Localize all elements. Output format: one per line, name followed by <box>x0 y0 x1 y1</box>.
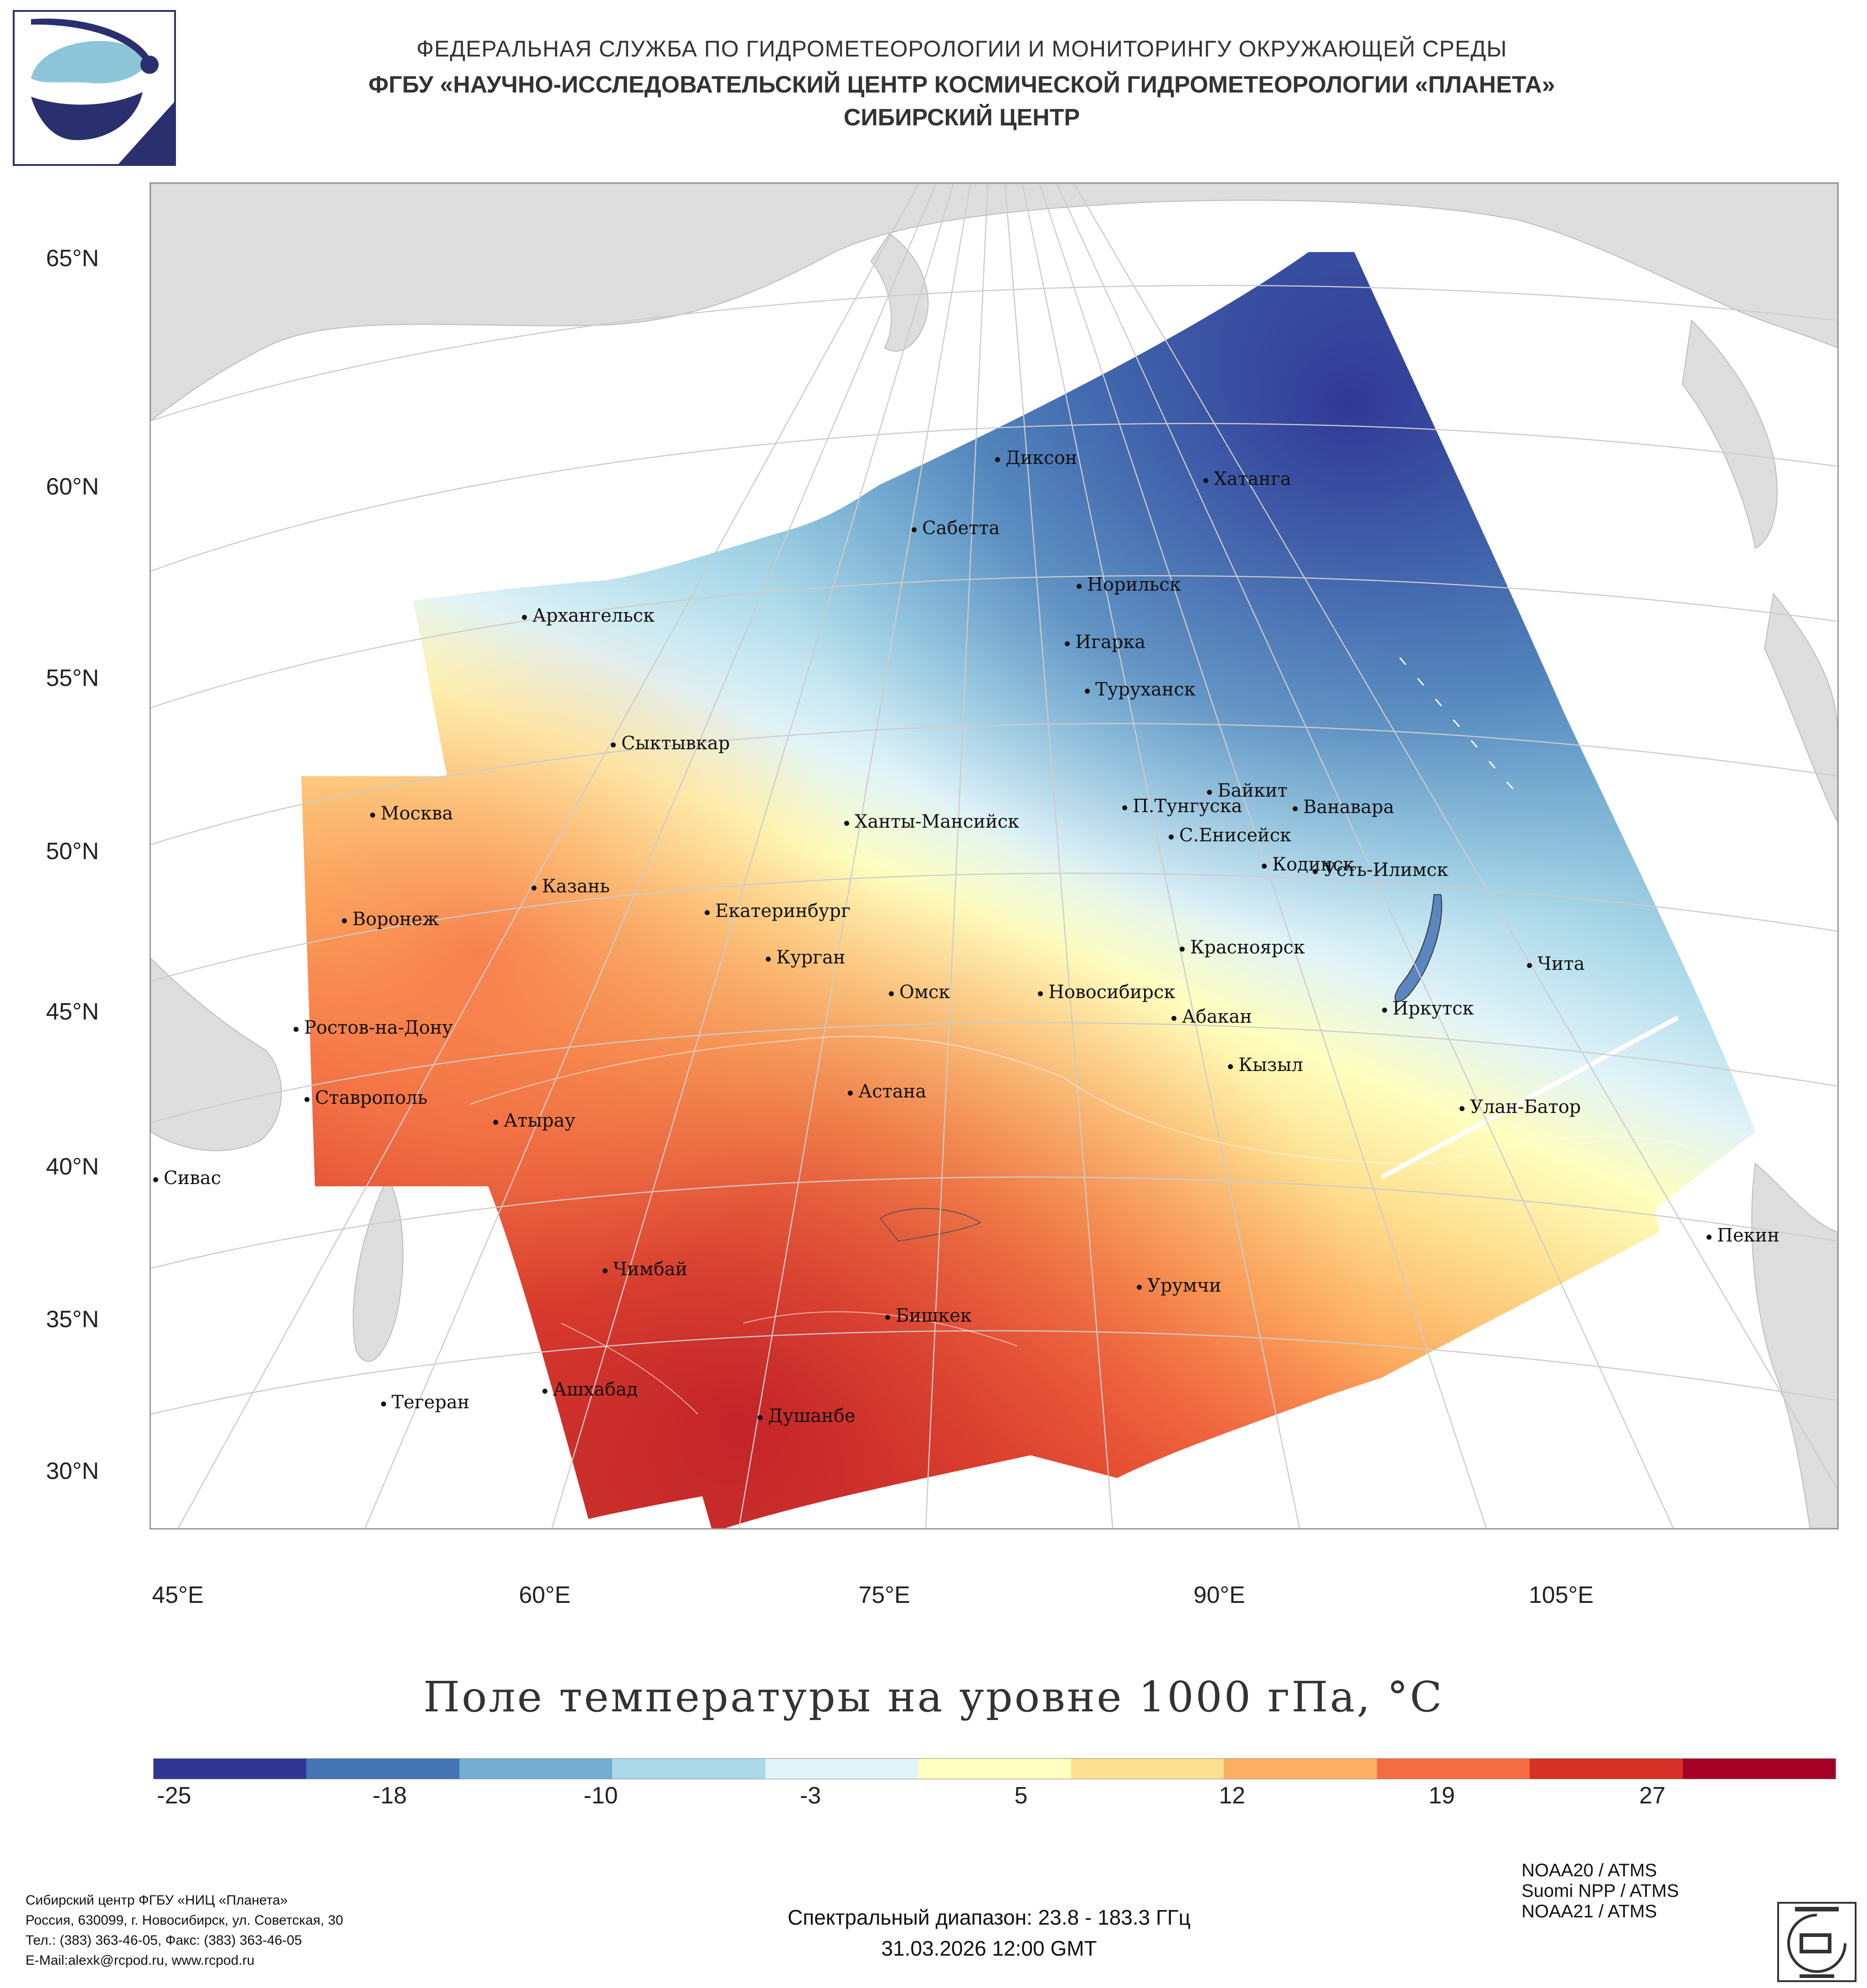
colorbar-segment <box>1224 1759 1377 1779</box>
colorbar-segment <box>612 1759 765 1779</box>
colorbar-tick: 5 <box>1014 1782 1028 1809</box>
city-abakan: Абакан <box>1171 1006 1252 1027</box>
city-ulan-bator: Улан-Батор <box>1460 1097 1581 1118</box>
city-ust-ilimsk: Усть-Илимск <box>1313 860 1448 881</box>
contact-email[interactable]: E-Mail:alexk@rcpod.ru, www.rcpod.ru <box>26 1953 255 1968</box>
colorbar-segment <box>459 1759 613 1779</box>
city-stavropol: Ставрополь <box>304 1087 428 1108</box>
contact-info: Сибирский центр ФГБУ «НИЦ «Планета» Росс… <box>26 1890 343 1971</box>
colorbar-segment <box>765 1759 918 1779</box>
header-agency: ФЕДЕРАЛЬНАЯ СЛУЖБА ПО ГИДРОМЕТЕОРОЛОГИИ … <box>416 36 1507 62</box>
city-igarka: Игарка <box>1065 632 1145 653</box>
city-bishkek: Бишкек <box>885 1305 972 1326</box>
city-yekaterinburg: Екатеринбург <box>705 901 851 922</box>
city-kyzyl: Кызыл <box>1228 1055 1303 1076</box>
city-sabetta: Сабетта <box>912 518 1000 539</box>
lat-label-40: 40°N <box>46 1154 99 1180</box>
lon-label-60: 60°E <box>519 1582 571 1608</box>
city-kurgan: Курган <box>766 947 846 968</box>
city-kazan: Казань <box>531 876 610 897</box>
city-sivas: Сивас <box>153 1168 221 1189</box>
colorbar-tick: 27 <box>1639 1782 1666 1809</box>
city-atyrau: Атырау <box>493 1110 575 1131</box>
city-krasnoyarsk: Красноярск <box>1180 937 1305 958</box>
iso-certificate-stamp <box>1777 1902 1857 1982</box>
city-arkhangelsk: Архангельск <box>522 605 655 626</box>
colorbar-segment <box>1071 1759 1224 1779</box>
city-baykit: Байкит <box>1207 780 1288 801</box>
map-title: Поле температуры на уровне 1000 гПа, °С <box>423 1673 1444 1721</box>
city-norilsk: Норильск <box>1077 574 1181 595</box>
satellite-list: NOAA20 / ATMS Suomi NPP / ATMS NOAA21 / … <box>1521 1860 1679 1922</box>
city-irkutsk: Иркутск <box>1382 998 1474 1019</box>
city-p-tunguska: П.Тунгуска <box>1122 796 1242 817</box>
lat-label-50: 50°N <box>46 838 99 865</box>
lon-label-90: 90°E <box>1193 1582 1245 1608</box>
city-tehran: Тегеран <box>381 1392 469 1413</box>
contact-phone: Тел.: (383) 363-46-05, Факс: (383) 363-4… <box>26 1933 302 1948</box>
colorbar-tick: -18 <box>372 1782 407 1809</box>
lon-label-105: 105°E <box>1528 1582 1594 1608</box>
city-chimbay: Чимбай <box>603 1259 687 1280</box>
lat-label-45: 45°N <box>46 999 99 1025</box>
satellite-item: NOAA20 / ATMS <box>1521 1860 1657 1880</box>
city-khatanga: Хатанга <box>1203 469 1291 489</box>
lat-label-35: 35°N <box>46 1306 99 1333</box>
colorbar-segment <box>306 1759 459 1779</box>
city-s-yeniseysk: С.Енисейск <box>1169 825 1291 846</box>
lat-label-55: 55°N <box>46 665 99 691</box>
temperature-map <box>150 182 1839 1530</box>
observation-datetime: 31.03.2026 12:00 GMT <box>881 1936 1097 1960</box>
colorbar-tick: 12 <box>1219 1782 1245 1809</box>
colorbar-segment <box>918 1759 1071 1779</box>
city-syktyvkar: Сыктывкар <box>611 733 730 754</box>
header-institute: ФГБУ «НАУЧНО-ИССЛЕДОВАТЕЛЬСКИЙ ЦЕНТР КОС… <box>368 72 1555 98</box>
contact-address: Россия, 630099, г. Новосибирск, ул. Сове… <box>26 1913 343 1928</box>
city-ashgabat: Ашхабад <box>542 1379 638 1400</box>
city-chita: Чита <box>1527 953 1585 974</box>
satellite-item: Suomi NPP / ATMS <box>1521 1881 1679 1901</box>
city-astana: Астана <box>848 1081 926 1102</box>
satellite-item: NOAA21 / ATMS <box>1521 1901 1657 1921</box>
contact-org: Сибирский центр ФГБУ «НИЦ «Планета» <box>26 1893 288 1908</box>
city-omsk: Омск <box>889 982 950 1003</box>
colorbar-tick: -3 <box>799 1782 821 1809</box>
city-vanavara: Ванавара <box>1293 797 1394 818</box>
city-beijing: Пекин <box>1707 1225 1779 1246</box>
colorbar-tick: 19 <box>1429 1782 1455 1809</box>
city-urumqi: Урумчи <box>1137 1275 1221 1296</box>
lon-label-45: 45°E <box>152 1582 204 1608</box>
city-novosibirsk: Новосибирск <box>1038 982 1175 1003</box>
lon-label-75: 75°E <box>858 1582 910 1608</box>
colorbar-segment <box>1530 1759 1683 1779</box>
city-khanty-mansiysk: Ханты-Мансийск <box>844 811 1019 832</box>
lat-label-65: 65°N <box>46 245 99 272</box>
city-dushanbe: Душанбе <box>758 1406 856 1427</box>
planeta-logo <box>13 10 176 166</box>
city-rostov-on-don: Ростов-на-Дону <box>294 1017 453 1038</box>
city-moscow: Москва <box>370 803 453 824</box>
spectral-range: Спектральный диапазон: 23.8 - 183.3 ГГц <box>787 1906 1191 1929</box>
colorbar-tick: -10 <box>583 1782 618 1809</box>
colorbar-segment <box>1377 1759 1530 1779</box>
colorbar-segment <box>154 1759 307 1779</box>
city-voronezh: Воронеж <box>342 909 439 930</box>
colorbar-segment <box>1682 1759 1836 1779</box>
lat-label-60: 60°N <box>46 474 99 500</box>
city-dikson: Диксон <box>995 448 1077 469</box>
header-center: СИБИРСКИЙ ЦЕНТР <box>843 104 1080 131</box>
lat-label-30: 30°N <box>46 1458 99 1484</box>
colorbar-tick: -25 <box>157 1782 191 1809</box>
city-turukhansk: Туруханск <box>1085 679 1196 700</box>
temperature-colorbar <box>153 1758 1836 1779</box>
